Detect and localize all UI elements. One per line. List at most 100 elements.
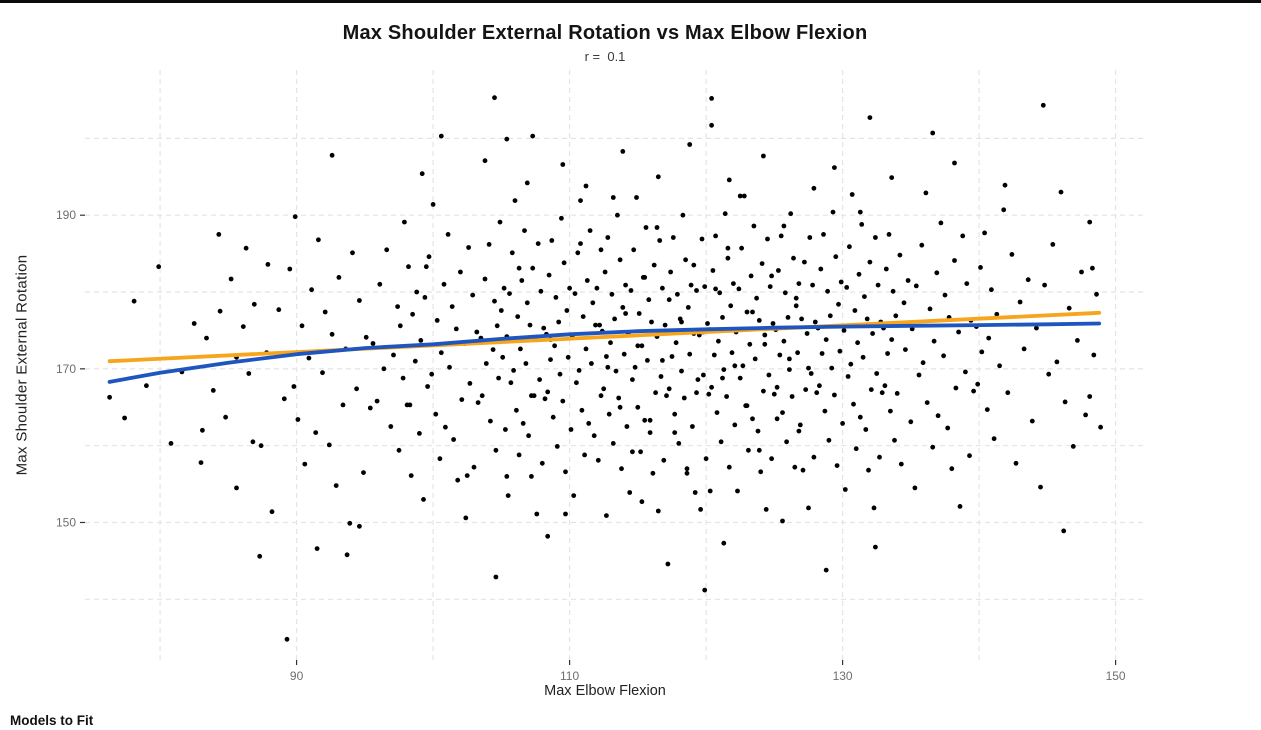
data-point [601,386,607,392]
data-point [781,338,787,344]
data-point [530,133,536,139]
data-point [223,414,229,420]
data-point [793,303,799,309]
data-point [819,351,825,356]
data-point [713,233,718,239]
data-point [309,287,314,293]
data-point [557,371,563,377]
data-point [739,245,744,251]
data-point [971,388,976,394]
data-point [675,291,680,297]
data-point [685,305,691,310]
data-point [217,308,223,314]
data-point [725,245,731,251]
data-point [825,288,830,294]
data-point [898,461,904,467]
gridlines [85,70,1147,660]
data-point [645,358,650,363]
data-point [837,348,843,354]
data-point [788,211,794,217]
data-point [299,323,305,329]
y-tick-label: 190 [56,208,76,222]
data-point [978,265,983,270]
data-point [747,341,753,347]
x-axis-title: Max Elbow Flexion [544,683,666,699]
data-point [635,404,641,410]
data-point [666,297,672,303]
data-point [1070,444,1076,449]
x-tick-label: 130 [833,669,853,683]
data-point [776,268,781,273]
data-point [725,255,731,261]
data-point [823,337,829,342]
legend-title: Models to Fit [10,713,94,728]
data-point [306,355,312,361]
data-point [986,335,992,341]
data-point [426,254,432,260]
data-point [234,485,239,491]
data-point [623,311,628,316]
data-point [774,384,780,390]
data-point [590,300,596,306]
data-point [630,377,635,382]
data-point [437,456,443,462]
data-point [660,285,665,291]
data-point [771,391,777,397]
data-point [621,351,627,357]
data-point [754,295,759,301]
data-point [582,452,587,458]
data-point [748,273,754,279]
data-point [867,259,873,265]
data-point [717,290,723,296]
data-point [703,456,709,462]
data-point [496,375,501,381]
data-point [938,220,944,226]
data-point [897,252,903,258]
data-point [620,149,626,154]
data-point [684,470,690,476]
y-tick-label: 170 [56,362,76,376]
data-point [653,390,658,396]
data-point [408,473,414,478]
data-point [844,285,850,290]
data-point [529,393,534,399]
data-point [518,346,523,352]
data-point [580,314,586,319]
data-point [756,318,762,323]
data-point [1079,269,1084,275]
data-point [681,395,687,401]
data-point [552,343,557,349]
data-point [210,388,216,393]
data-point [744,309,750,315]
data-point [1075,338,1080,343]
data-point [615,212,620,218]
data-point [908,419,914,425]
data-point [657,238,663,243]
data-point [340,402,346,408]
data-point [750,416,755,422]
data-point [726,464,732,470]
data-point [1061,528,1067,534]
data-point [718,439,724,445]
data-point [243,245,249,251]
data-point [842,487,848,492]
data-point [811,185,817,191]
data-point [488,418,493,424]
data-point [838,279,844,285]
data-point [598,393,604,399]
data-point [470,292,476,298]
data-point [818,266,824,272]
data-point [851,401,856,407]
data-point [735,488,740,494]
data-point [741,193,747,199]
data-point [314,546,320,551]
data-point [643,225,649,230]
data-point [281,396,287,402]
data-point [963,369,968,375]
data-point [623,282,628,288]
data-point [720,315,725,320]
data-point [556,319,562,325]
data-point [694,390,699,396]
data-point [668,269,673,275]
data-point [811,454,817,460]
